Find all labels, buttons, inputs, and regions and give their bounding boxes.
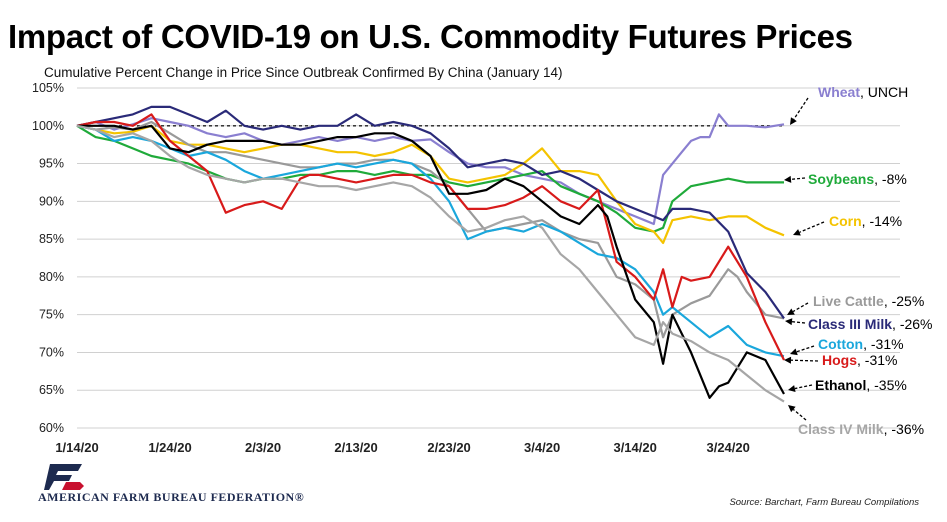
- arrow-class-iv-milk: [792, 408, 807, 421]
- series-change: , -25%: [884, 293, 924, 309]
- series-change: , UNCH: [860, 84, 908, 100]
- x-tick-label: 3/24/20: [706, 440, 749, 455]
- y-tick-label: 70%: [39, 345, 64, 359]
- y-tick-label: 75%: [39, 308, 64, 322]
- arrow-soybeans: [790, 177, 806, 180]
- series-name: Soybeans: [808, 171, 874, 187]
- series-change: , -8%: [874, 171, 907, 187]
- series-label-class-iii-milk: Class III Milk, -26%: [808, 316, 933, 332]
- series-labels: Wheat, UNCH Soybeans, -8% Corn, -14% Live C…: [784, 84, 933, 437]
- x-axis-ticks: 1/14/20 1/24/20 2/3/20 2/13/20 2/23/20 3/4/20…: [55, 440, 750, 455]
- chart-subtitle: Cumulative Percent Change in Price Since…: [44, 65, 563, 80]
- series-line-hogs: [76, 113, 785, 361]
- chart-title: Impact of COVID-19 on U.S. Commodity Fut…: [8, 18, 853, 55]
- series-label-wheat: Wheat, UNCH: [818, 84, 908, 100]
- source-note: Source: Barchart, Farm Bureau Compilatio…: [729, 497, 919, 508]
- arrow-cotton: [796, 345, 815, 353]
- series-lines: [76, 105, 785, 403]
- x-tick-label: 2/3/20: [245, 440, 281, 455]
- y-tick-label: 60%: [39, 421, 64, 435]
- arrow-ethanol: [794, 384, 813, 390]
- series-name: Live Cattle: [813, 293, 884, 309]
- series-change: , -31%: [857, 352, 897, 368]
- arrowhead-class-iii-milk: [785, 318, 793, 326]
- arrowhead-live-cattle: [787, 308, 795, 315]
- series-label-soybeans: Soybeans, -8%: [808, 171, 907, 187]
- x-tick-label: 2/23/20: [427, 440, 470, 455]
- series-name: Class IV Milk: [798, 421, 884, 437]
- y-tick-label: 65%: [39, 383, 64, 397]
- arrow-corn: [799, 221, 825, 233]
- arrowhead-corn: [793, 229, 801, 236]
- series-name: Hogs: [822, 352, 857, 368]
- series-label-class-iv-milk: Class IV Milk, -36%: [798, 421, 924, 437]
- series-name: Ethanol: [815, 377, 866, 393]
- series-name: Corn: [829, 213, 862, 229]
- arrowhead-cotton: [790, 348, 798, 356]
- y-tick-label: 85%: [39, 232, 64, 246]
- y-tick-label: 80%: [39, 270, 64, 284]
- arrow-live-cattle: [792, 302, 809, 313]
- series-name: Wheat: [818, 84, 860, 100]
- y-tick-label: 95%: [39, 157, 64, 171]
- y-tick-label: 105%: [32, 81, 64, 95]
- series-label-corn: Corn, -14%: [829, 213, 902, 229]
- series-line-class-iv-milk: [76, 124, 785, 403]
- series-label-live-cattle: Live Cattle, -25%: [813, 293, 924, 309]
- grid-lines: [77, 87, 900, 429]
- series-change: , -36%: [884, 421, 924, 437]
- y-tick-label: 90%: [39, 194, 64, 208]
- arrowhead-soybeans: [784, 175, 792, 183]
- organization-name: AMERICAN FARM BUREAU FEDERATION®: [38, 490, 305, 504]
- x-tick-label: 1/24/20: [148, 440, 191, 455]
- series-line-class-iii-milk: [76, 105, 785, 320]
- series-line-wheat: [76, 113, 785, 226]
- arrowhead-hogs: [784, 356, 792, 364]
- arrowhead-wheat: [790, 117, 797, 125]
- x-tick-label: 3/4/20: [524, 440, 560, 455]
- y-axis-ticks: 60% 65% 70% 75% 80% 85% 90% 95% 100% 105%: [32, 81, 64, 435]
- x-tick-label: 2/13/20: [334, 440, 377, 455]
- arrow-wheat: [793, 97, 809, 120]
- series-change: , -14%: [862, 213, 902, 229]
- series-label-hogs: Hogs, -31%: [822, 352, 897, 368]
- series-line-cotton: [76, 124, 785, 358]
- arrowhead-class-iv-milk: [788, 405, 796, 413]
- series-name: Cotton: [818, 336, 863, 352]
- series-change: , -26%: [892, 316, 932, 332]
- x-tick-label: 3/14/20: [613, 440, 656, 455]
- series-change: , -35%: [866, 377, 906, 393]
- arrow-class-iii-milk: [791, 321, 806, 324]
- farm-bureau-logo-icon: [44, 464, 84, 490]
- series-change: , -31%: [863, 336, 903, 352]
- series-label-ethanol: Ethanol, -35%: [815, 377, 907, 393]
- series-name: Class III Milk: [808, 316, 892, 332]
- x-tick-label: 1/14/20: [55, 440, 98, 455]
- series-line-corn: [76, 124, 785, 244]
- series-label-cotton: Cotton, -31%: [818, 336, 904, 352]
- series-line-ethanol: [77, 124, 785, 399]
- y-tick-label: 100%: [32, 119, 64, 133]
- arrowhead-ethanol: [788, 385, 796, 392]
- arrow-hogs: [790, 359, 819, 362]
